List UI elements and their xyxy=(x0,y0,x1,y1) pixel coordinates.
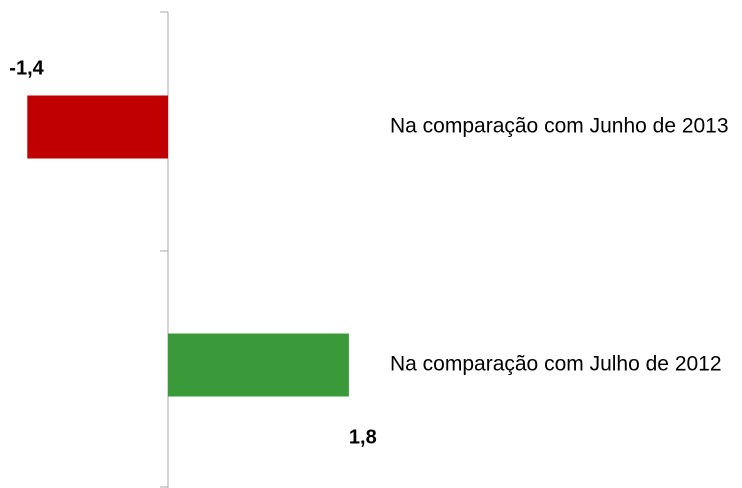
bar xyxy=(27,95,168,159)
value-label: 1,8 xyxy=(349,426,377,448)
category-label: Na comparação com Julho de 2012 xyxy=(390,353,722,376)
category-label: Na comparação com Junho de 2013 xyxy=(390,115,729,138)
bar xyxy=(168,333,349,397)
value-label: -1,4 xyxy=(9,57,44,79)
